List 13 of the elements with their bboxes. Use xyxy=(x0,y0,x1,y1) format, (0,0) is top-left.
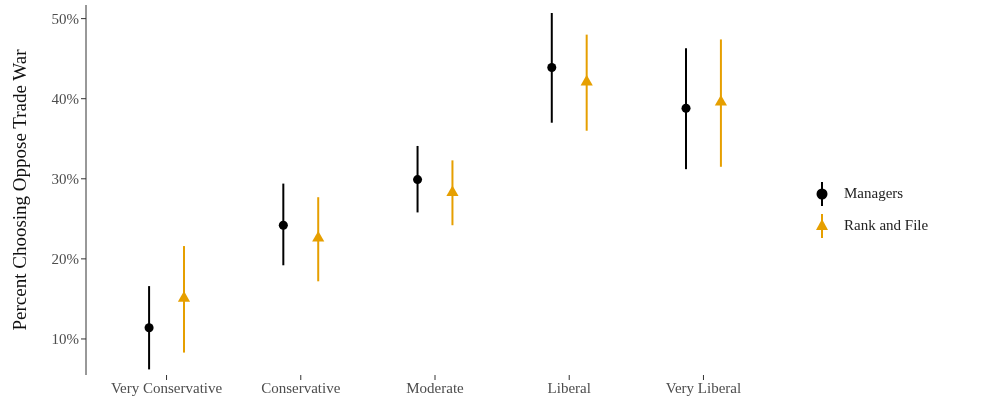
y-tick-label: 30% xyxy=(51,171,79,188)
y-tick-label: 40% xyxy=(51,91,79,108)
x-tick-label: Very Conservative xyxy=(110,379,223,396)
x-tick-label: Liberal xyxy=(547,379,591,396)
x-tick-label: Conservative xyxy=(261,379,341,396)
y-tick-label: 50% xyxy=(51,10,79,27)
y-tick-label: 20% xyxy=(51,251,79,268)
legend-label: Managers xyxy=(844,185,904,202)
x-tick-label: Moderate xyxy=(406,379,465,396)
x-tick-label: Very Liberal xyxy=(665,379,742,396)
legend-label: Rank and File xyxy=(844,217,929,234)
y-tick-label: 10% xyxy=(51,331,79,348)
y-axis-title: Percent Choosing Oppose Trade War xyxy=(9,48,31,331)
